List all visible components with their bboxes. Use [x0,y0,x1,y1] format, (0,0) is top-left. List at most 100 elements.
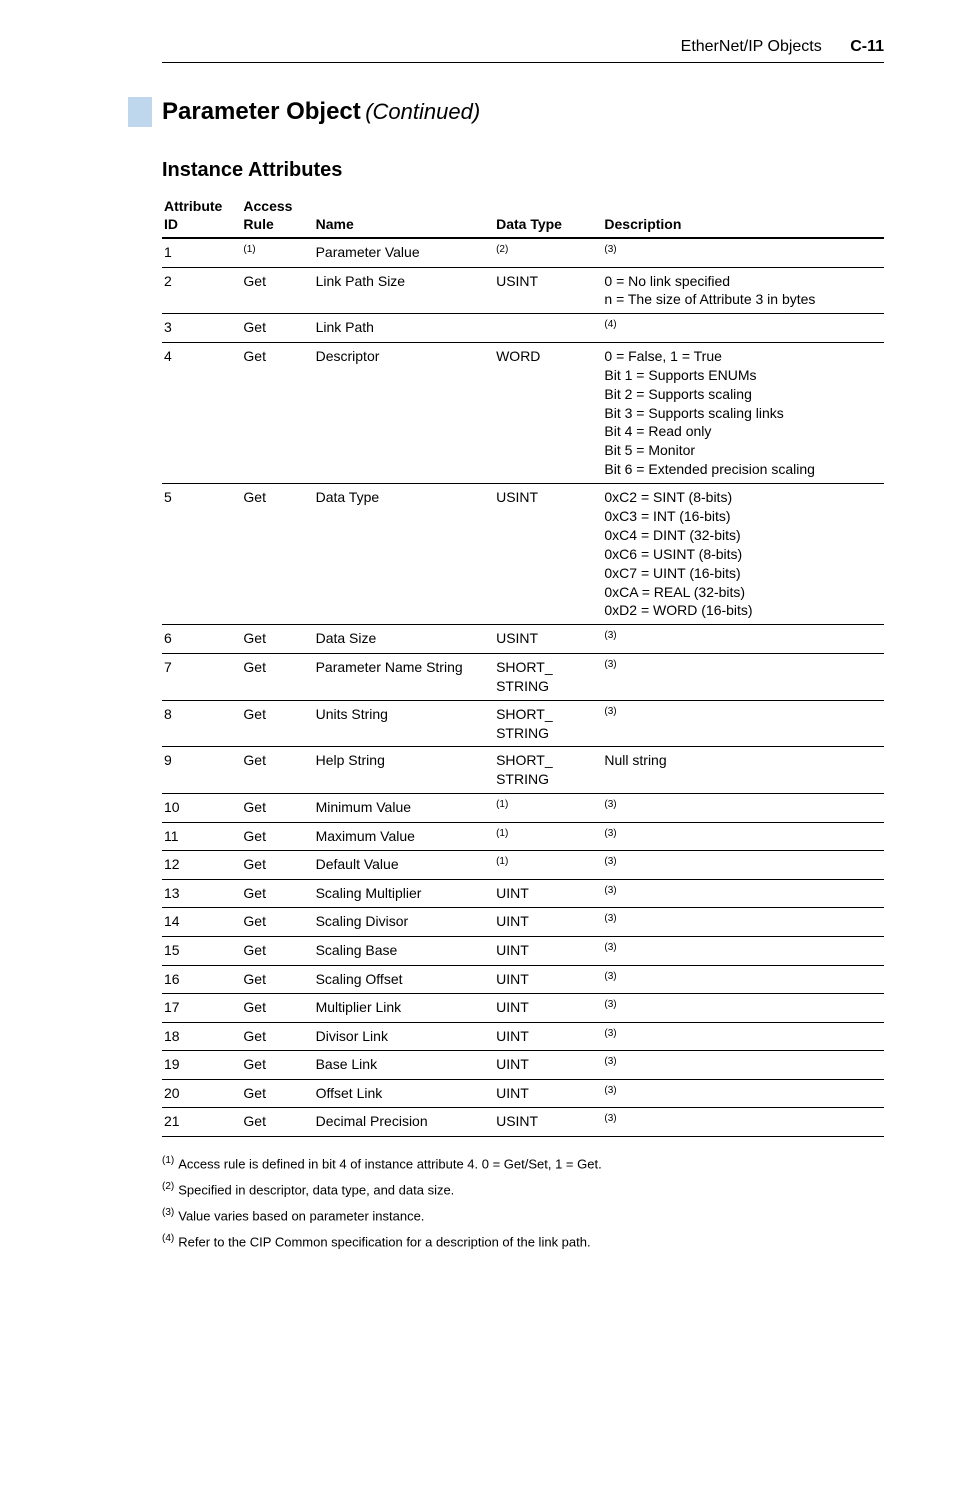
footnote-ref: (3) [604,913,616,924]
th-access-rule: Access Rule [241,194,313,238]
page-header: EtherNet/IP Objects C-11 [162,38,884,63]
table-row: 2GetLink Path SizeUSINT0 = No link speci… [162,267,884,314]
cell-id: 21 [162,1108,241,1137]
th-attribute-l2: ID [164,216,178,232]
cell-description: (3) [602,994,884,1023]
cell-access-rule: (1) [241,238,313,267]
footnote-ref: (3) [604,659,616,670]
cell-data-type: (1) [494,794,602,823]
cell-description: 0 = False, 1 = True Bit 1 = Supports ENU… [602,342,884,483]
cell-access-rule: Get [241,1051,313,1080]
cell-data-type: USINT [494,1108,602,1137]
th-type-text: Data Type [496,216,562,232]
footnote-ref: (3) [604,799,616,810]
cell-access-rule: Get [241,625,313,654]
cell-data-type: UINT [494,965,602,994]
footnote: (4)Refer to the CIP Common specification… [162,1229,884,1255]
cell-data-type: (1) [494,851,602,880]
cell-description: (3) [602,1022,884,1051]
table-row: 13GetScaling MultiplierUINT(3) [162,879,884,908]
cell-data-type: UINT [494,879,602,908]
cell-id: 17 [162,994,241,1023]
footnote-number: (2) [162,1181,174,1192]
table-row: 21GetDecimal PrecisionUSINT(3) [162,1108,884,1137]
cell-description: (3) [602,908,884,937]
cell-data-type: WORD [494,342,602,483]
cell-id: 5 [162,484,241,625]
cell-name: Offset Link [314,1079,495,1108]
cell-access-rule: Get [241,653,313,700]
cell-name: Scaling Offset [314,965,495,994]
table-row: 3GetLink Path(4) [162,314,884,343]
cell-name: Data Size [314,625,495,654]
footnote-ref: (3) [604,999,616,1010]
cell-access-rule: Get [241,851,313,880]
th-description: Description [602,194,884,238]
cell-name: Divisor Link [314,1022,495,1051]
cell-description: (3) [602,936,884,965]
table-row: 5GetData TypeUSINT0xC2 = SINT (8-bits) 0… [162,484,884,625]
cell-id: 10 [162,794,241,823]
footnote-ref: (4) [604,319,616,330]
cell-id: 14 [162,908,241,937]
footnote-ref: (1) [496,828,508,839]
cell-name: Minimum Value [314,794,495,823]
cell-id: 8 [162,700,241,747]
cell-access-rule: Get [241,908,313,937]
cell-data-type: SHORT_ STRING [494,700,602,747]
cell-data-type: USINT [494,484,602,625]
cell-data-type: UINT [494,908,602,937]
th-attribute-id: Attribute ID [162,194,241,238]
header-chapter: EtherNet/IP Objects [681,38,822,55]
th-name-text: Name [316,216,354,232]
footnote-ref: (1) [243,244,255,255]
cell-description: Null string [602,747,884,794]
table-row: 19GetBase LinkUINT(3) [162,1051,884,1080]
table-row: 6GetData SizeUSINT(3) [162,625,884,654]
cell-data-type: UINT [494,1051,602,1080]
cell-id: 3 [162,314,241,343]
table-row: 17GetMultiplier LinkUINT(3) [162,994,884,1023]
cell-id: 16 [162,965,241,994]
section-title-accent [128,97,152,127]
footnote-number: (3) [162,1207,174,1218]
cell-access-rule: Get [241,484,313,625]
table-body: 1(1)Parameter Value(2)(3)2GetLink Path S… [162,238,884,1136]
cell-name: Descriptor [314,342,495,483]
cell-data-type: UINT [494,1022,602,1051]
footnote-ref: (1) [496,856,508,867]
cell-description: (3) [602,1051,884,1080]
footnote-text: Specified in descriptor, data type, and … [178,1182,454,1197]
cell-description: (3) [602,700,884,747]
cell-access-rule: Get [241,1108,313,1137]
footnote-ref: (3) [604,1028,616,1039]
cell-data-type: SHORT_ STRING [494,653,602,700]
cell-name: Default Value [314,851,495,880]
cell-description: (3) [602,238,884,267]
footnote-text: Refer to the CIP Common specification fo… [178,1234,590,1249]
cell-id: 11 [162,822,241,851]
cell-access-rule: Get [241,700,313,747]
cell-data-type: UINT [494,1079,602,1108]
footnote-number: (1) [162,1155,174,1166]
cell-data-type: (1) [494,822,602,851]
table-row: 15GetScaling BaseUINT(3) [162,936,884,965]
table-row: 20GetOffset LinkUINT(3) [162,1079,884,1108]
table-row: 12GetDefault Value(1)(3) [162,851,884,880]
table-row: 7GetParameter Name StringSHORT_ STRING(3… [162,653,884,700]
table-row: 4GetDescriptorWORD0 = False, 1 = True Bi… [162,342,884,483]
cell-id: 4 [162,342,241,483]
cell-description: 0 = No link specified n = The size of At… [602,267,884,314]
footnote: (2) Specified in descriptor, data type, a… [162,1177,884,1203]
th-name: Name [314,194,495,238]
cell-data-type: (2) [494,238,602,267]
cell-name: Parameter Name String [314,653,495,700]
table-row: 16GetScaling OffsetUINT(3) [162,965,884,994]
cell-id: 1 [162,238,241,267]
cell-description: (4) [602,314,884,343]
cell-id: 18 [162,1022,241,1051]
footnote-ref: (3) [604,1056,616,1067]
table-head: Attribute ID Access Rule Name Data Type … [162,194,884,238]
table-row: 14GetScaling DivisorUINT(3) [162,908,884,937]
footnote-ref: (3) [604,630,616,641]
